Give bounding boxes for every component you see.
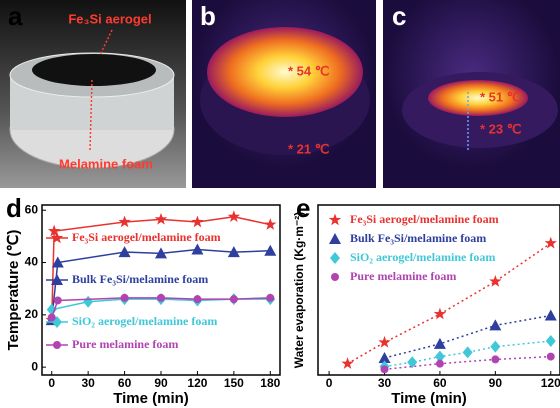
marker [48,313,56,321]
legend-label: SiO₂ aerogel/melamine foam [72,314,217,328]
x-tick-label: 180 [260,376,280,390]
x-tick-label: 0 [326,376,333,390]
photo-text: * 21 ℃ [288,141,329,156]
legend-marker [53,341,61,349]
marker [121,294,129,302]
panel-label: a [8,1,23,31]
y-tick-label: 60 [25,202,39,216]
marker [381,365,389,373]
marker [341,357,353,369]
marker [191,243,203,254]
y-tick-label: 40 [25,255,39,269]
legend-marker [330,252,340,264]
marker [463,346,473,358]
legend-label: Bulk Fe₃Si/melamine foam [350,231,486,245]
x-tick-label: 90 [154,376,168,390]
marker [264,218,276,230]
photo-text: * 54 ℃ [288,63,329,78]
legend-label: SiO₂ aerogel/melamine foam [350,250,495,264]
marker [54,296,62,304]
figure: a Fe₃Si aerogel Melamine foam b * 54 ℃ *… [0,0,560,408]
marker [157,294,165,302]
legend-label: Bulk Fe₃Si/melamine foam [72,272,208,286]
y-axis-label: Water evaporation (Kg·m⁻²) [292,212,306,369]
marker [193,295,201,303]
marker [266,294,274,302]
panel-label: d [6,193,22,223]
marker [546,335,556,347]
y-axis-label: Temperature (℃) [5,230,22,351]
legend-label: Fe₃Si aerogel/melamine foam [72,230,221,244]
x-tick-label: 150 [224,376,244,390]
photo-text: * 51 ℃ [480,89,521,104]
x-tick-label: 60 [118,376,132,390]
photo-c: c * 51 ℃ * 23 ℃ [383,0,560,188]
marker [489,319,501,330]
marker [378,336,390,348]
photo-text: Fe₃Si aerogel [68,11,151,26]
x-tick-label: 90 [489,376,503,390]
legend-marker [329,233,341,244]
x-tick-label: 60 [433,376,447,390]
legend-marker [329,214,341,226]
x-tick-label: 30 [81,376,95,390]
marker [118,216,130,228]
y-tick-label: 0 [31,359,38,373]
x-tick-label: 30 [378,376,392,390]
photo-a: a Fe₃Si aerogel Melamine foam [0,0,186,188]
legend-marker [331,273,339,281]
marker [228,210,240,222]
legend-label: Fe₃Si aerogel/melamine foam [350,212,499,226]
x-axis-label: Time (min) [391,390,467,407]
x-tick-label: 0 [48,376,55,390]
x-tick-label: 120 [187,376,207,390]
x-tick-label: 120 [541,376,560,390]
photo-text: * 23 ℃ [480,121,521,136]
marker [489,275,501,287]
panel-label: b [200,1,216,31]
marker [545,310,557,321]
legend-label: Pure melamine foam [72,337,178,351]
marker [547,353,555,361]
marker [434,338,446,349]
legend-label: Pure melamine foam [350,269,456,283]
panel-label: c [392,1,406,31]
marker [83,296,93,308]
marker [191,216,203,228]
marker [434,308,446,320]
marker [230,295,238,303]
x-axis-label: Time (min) [113,390,189,407]
photo-text: Melamine foam [59,156,153,171]
photo-b: b * 54 ℃ * 21 ℃ [192,0,376,188]
marker [155,213,167,225]
y-tick-label: 20 [25,307,39,321]
marker [491,355,499,363]
marker [436,360,444,368]
marker [490,341,500,353]
